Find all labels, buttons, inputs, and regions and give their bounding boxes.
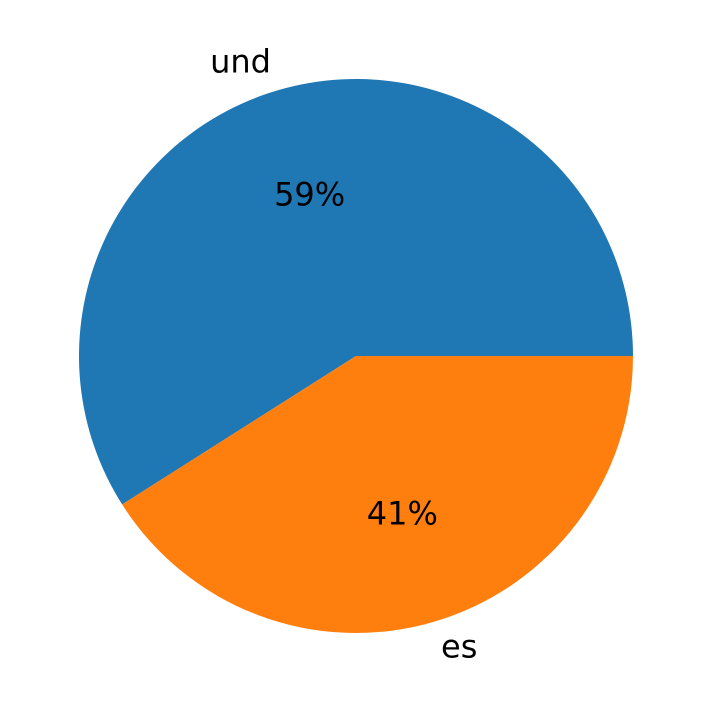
pie-slice: [122, 356, 634, 633]
slice-label: es: [441, 628, 477, 666]
value-label: 59%: [274, 175, 345, 213]
slice-label: und: [210, 42, 271, 80]
pie-slice: [78, 78, 633, 505]
value-label: 41%: [367, 495, 438, 533]
